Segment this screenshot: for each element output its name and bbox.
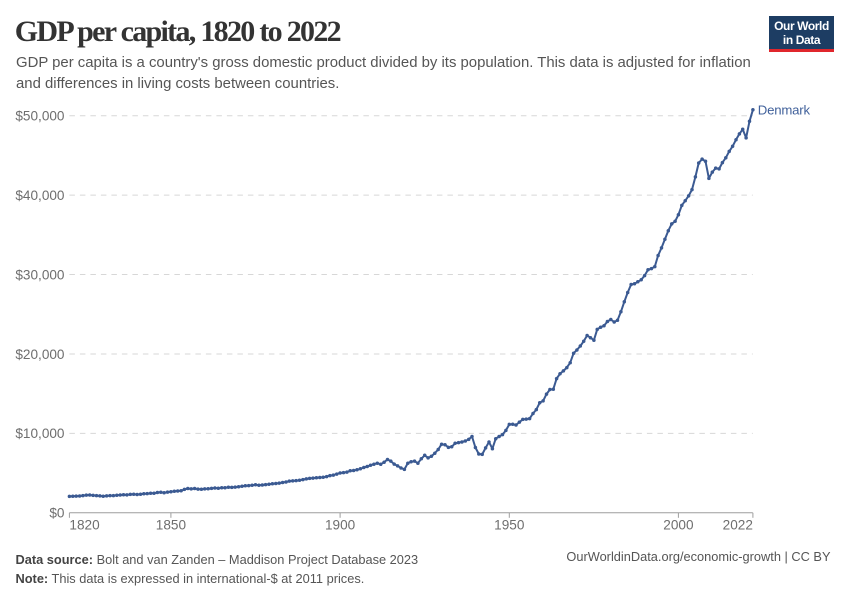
svg-text:$40,000: $40,000 xyxy=(15,188,65,203)
svg-text:$50,000: $50,000 xyxy=(15,109,65,124)
svg-text:2000: 2000 xyxy=(663,518,694,533)
svg-text:$10,000: $10,000 xyxy=(15,426,65,441)
svg-text:1950: 1950 xyxy=(494,518,525,533)
svg-text:Denmark: Denmark xyxy=(758,102,811,117)
svg-text:1850: 1850 xyxy=(156,518,187,533)
svg-text:2022: 2022 xyxy=(723,518,753,533)
svg-text:1820: 1820 xyxy=(69,518,100,533)
svg-text:1900: 1900 xyxy=(325,518,356,533)
svg-text:$20,000: $20,000 xyxy=(15,347,65,362)
svg-text:$0: $0 xyxy=(49,506,65,521)
svg-text:$30,000: $30,000 xyxy=(15,267,65,282)
